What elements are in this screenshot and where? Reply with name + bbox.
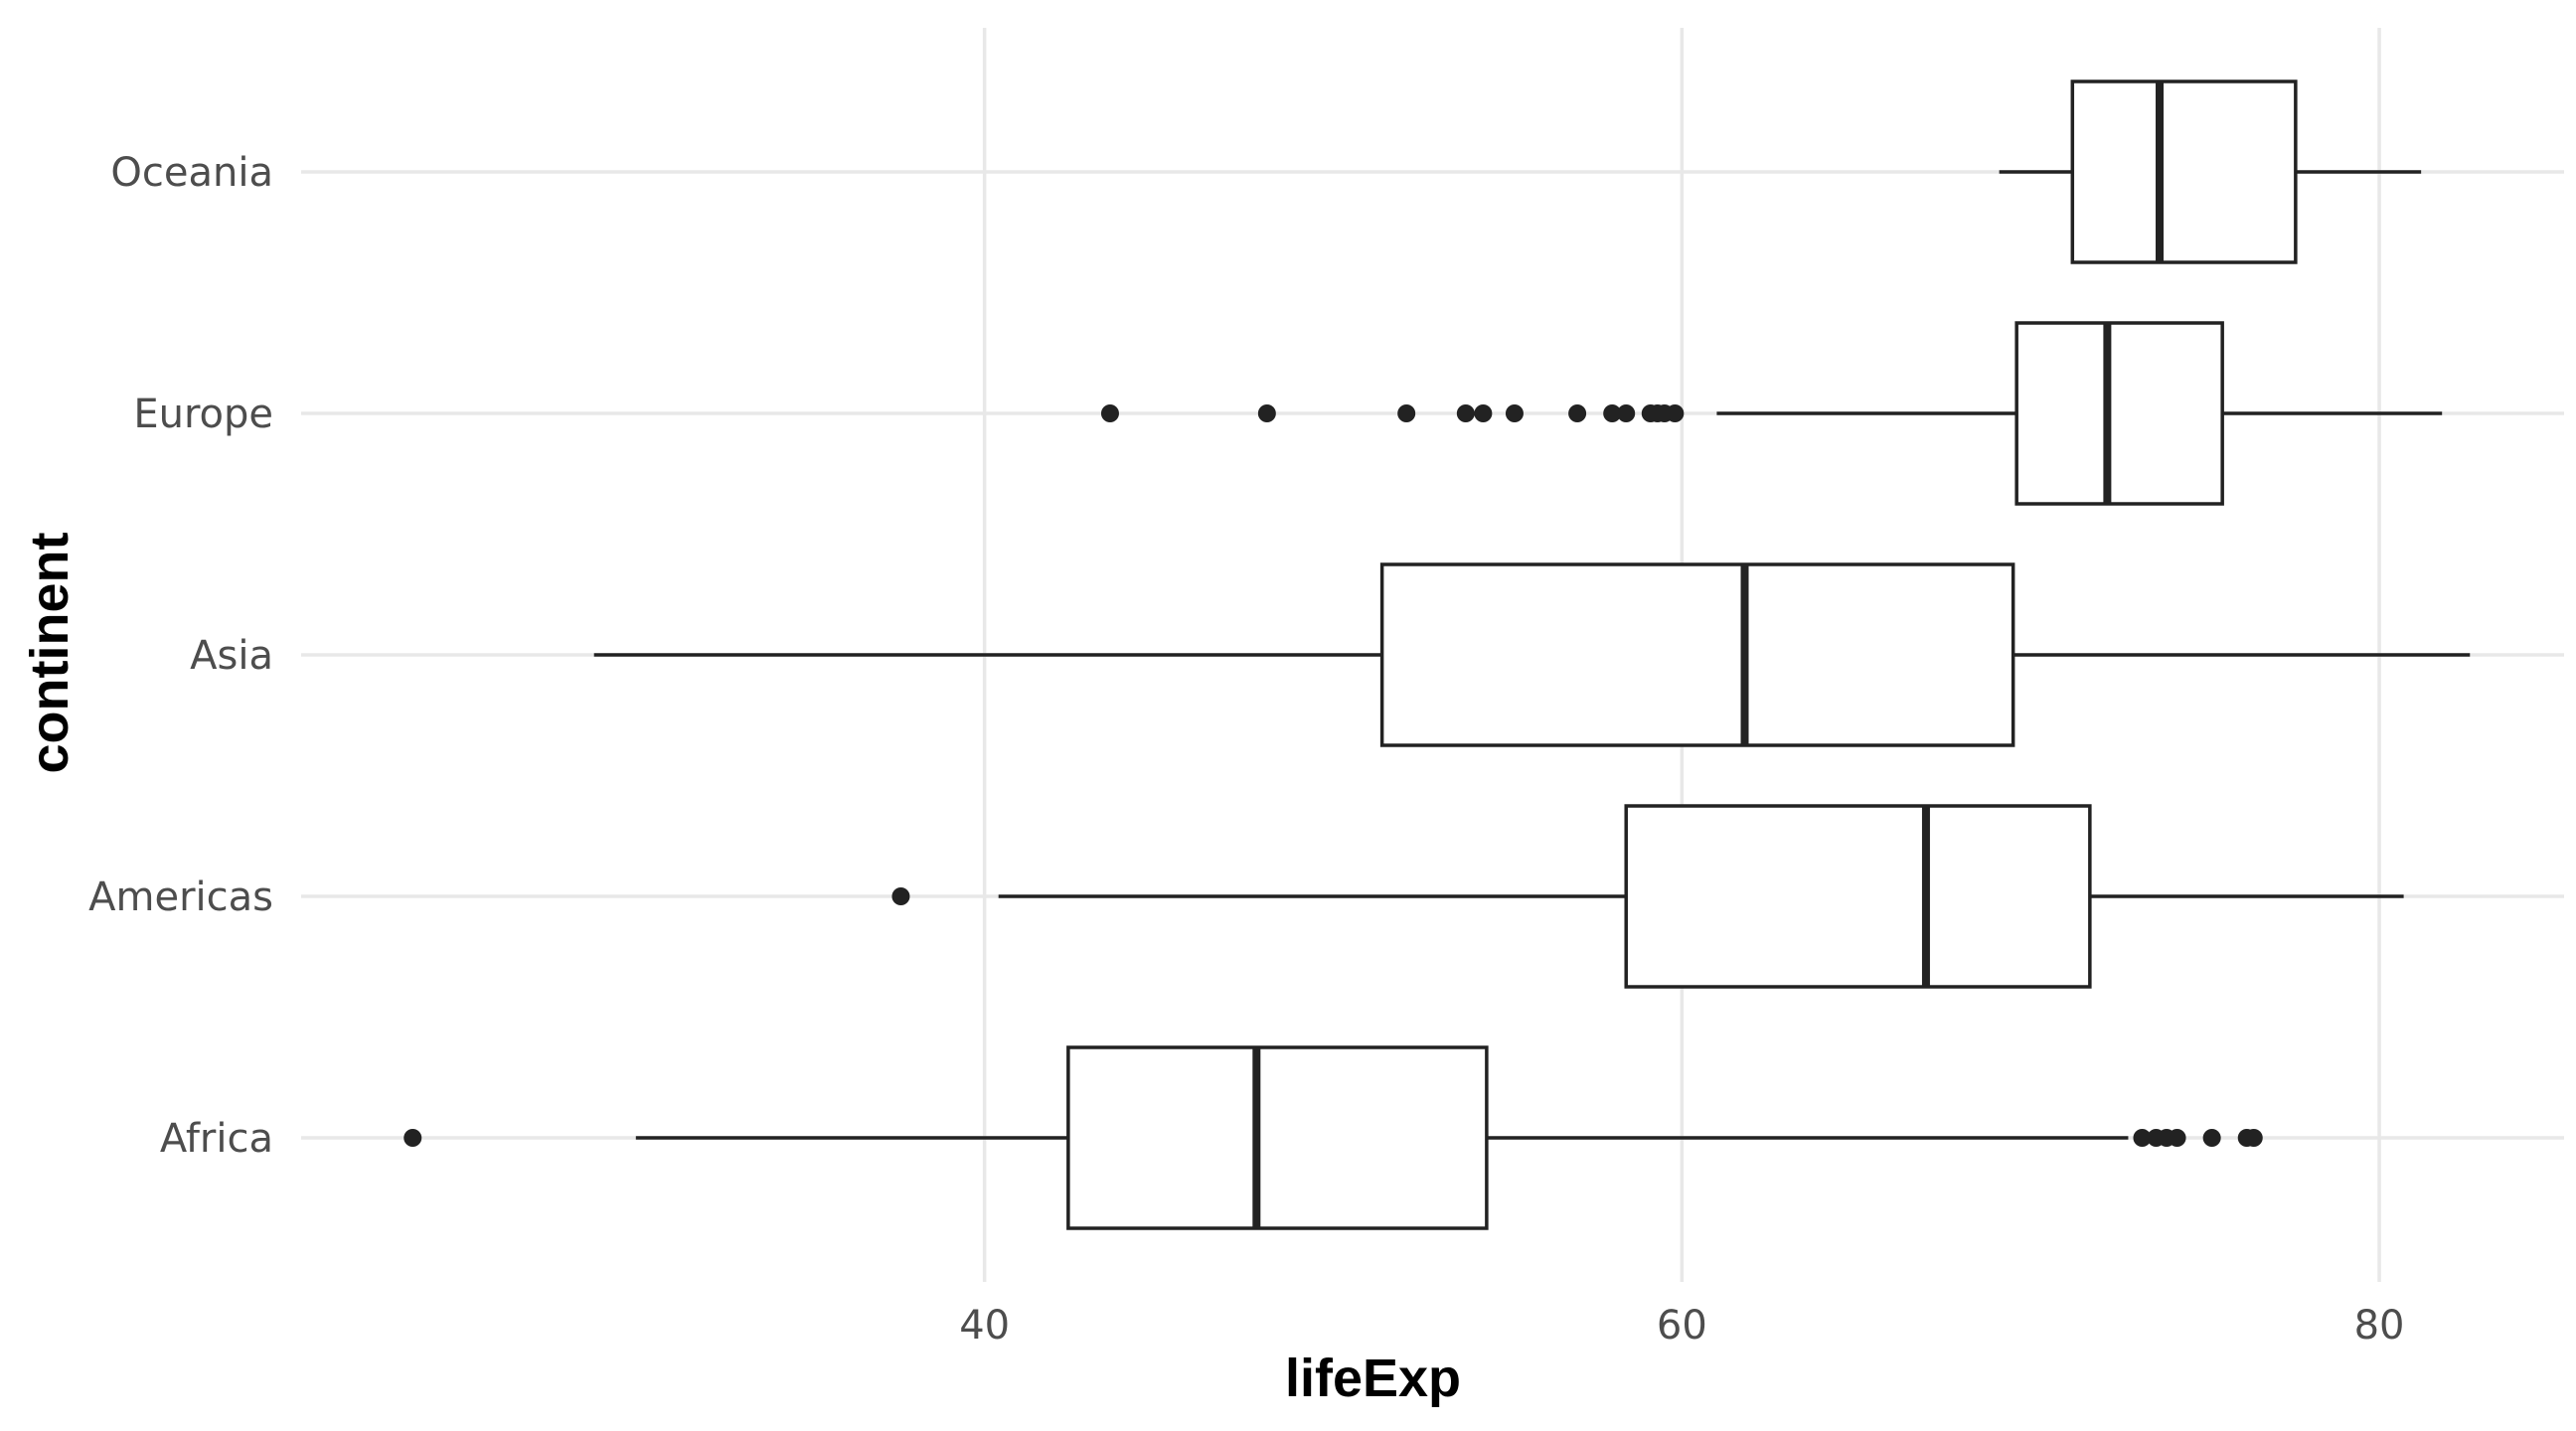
iqr-box <box>1624 804 2092 989</box>
box-oceania <box>1999 80 2422 264</box>
iqr-box <box>1066 1045 1489 1230</box>
iqr-box <box>2014 321 2224 506</box>
box-asia <box>593 562 2471 747</box>
outlier-point <box>1505 404 1524 422</box>
outlier-point <box>1456 404 1475 422</box>
y-tick-label: Asia <box>190 633 273 679</box>
outlier-point <box>2202 1129 2221 1147</box>
iqr-box <box>1379 562 2015 747</box>
outlier-point <box>403 1129 422 1147</box>
outlier-point <box>2244 1129 2263 1147</box>
y-axis-title: continent <box>20 533 80 774</box>
outlier-point <box>2133 1129 2152 1147</box>
outlier-point <box>1568 404 1587 422</box>
x-tick-label: 60 <box>1657 1303 1707 1349</box>
label-layer: 40 60 80 Africa Americas Asia Europe Oceania <box>88 150 2404 1349</box>
outlier-point <box>1617 404 1636 422</box>
outlier-point <box>1100 404 1119 422</box>
outlier-point <box>2168 1129 2186 1147</box>
x-axis-title: lifeExp <box>1285 1349 1461 1408</box>
y-tick-label: Europe <box>133 392 273 437</box>
box-layer <box>403 80 2471 1230</box>
outlier-point <box>1603 404 1622 422</box>
y-tick-label: Americas <box>88 874 273 920</box>
outlier-point <box>1474 404 1493 422</box>
x-tick-label: 80 <box>2354 1303 2405 1349</box>
box-americas <box>891 804 2404 989</box>
iqr-box <box>2070 80 2298 264</box>
outlier-point <box>1257 404 1276 422</box>
box-europe <box>1100 321 2443 506</box>
y-tick-label: Africa <box>160 1116 273 1162</box>
y-tick-label: Oceania <box>110 150 273 196</box>
x-tick-label: 40 <box>959 1303 1010 1349</box>
box-africa <box>403 1045 2263 1230</box>
outlier-point <box>1397 404 1416 422</box>
outlier-point <box>1666 404 1685 422</box>
outlier-point <box>891 887 910 905</box>
